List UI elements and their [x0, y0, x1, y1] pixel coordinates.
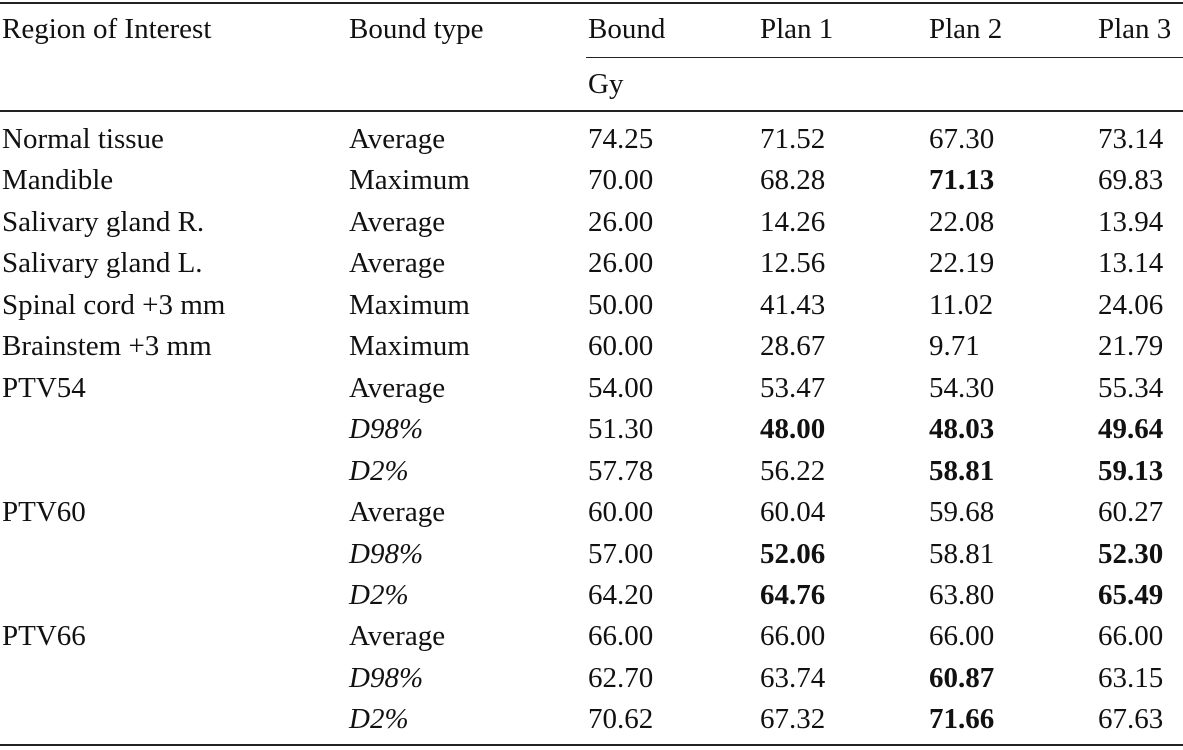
cell-plan-1: 52.06 [760, 538, 826, 570]
header-sub-rule [586, 57, 1183, 58]
cell-bound-type: Maximum [349, 330, 470, 362]
cell-region: PTV60 [2, 496, 86, 528]
cell-plan-2: 11.02 [929, 289, 994, 321]
cell-plan-1: 14.26 [760, 206, 826, 238]
cell-plan-1: 71.52 [760, 123, 826, 155]
cell-plan-2: 63.80 [929, 579, 995, 611]
cell-plan-3: 59.13 [1098, 455, 1164, 487]
cell-plan-3: 49.64 [1098, 413, 1164, 445]
cell-bound-type: D98% [349, 538, 424, 570]
cell-bound-type: Average [349, 496, 446, 528]
cell-plan-2: 48.03 [929, 413, 995, 445]
cell-plan-3: 24.06 [1098, 289, 1164, 321]
header-bound: Bound [588, 13, 666, 45]
cell-plan-3: 21.79 [1098, 330, 1164, 362]
cell-bound: 26.00 [588, 247, 654, 279]
cell-bound: 50.00 [588, 289, 654, 321]
cell-bound: 54.00 [588, 372, 654, 404]
cell-bound-type: Maximum [349, 289, 470, 321]
cell-plan-3: 66.00 [1098, 620, 1164, 652]
cell-bound: 74.25 [588, 123, 654, 155]
cell-plan-2: 54.30 [929, 372, 995, 404]
cell-plan-1: 66.00 [760, 620, 826, 652]
cell-bound-type: D2% [349, 703, 409, 735]
cell-plan-3: 52.30 [1098, 538, 1164, 570]
bottom-rule [0, 744, 1183, 746]
cell-bound-type: D98% [349, 662, 424, 694]
cell-region: Normal tissue [2, 123, 164, 155]
cell-plan-2: 22.08 [929, 206, 995, 238]
cell-plan-2: 60.87 [929, 662, 995, 694]
cell-bound-type: D2% [349, 579, 409, 611]
cell-plan-1: 41.43 [760, 289, 826, 321]
cell-bound: 60.00 [588, 330, 654, 362]
cell-plan-3: 69.83 [1098, 164, 1164, 196]
cell-bound-type: Average [349, 247, 446, 279]
cell-plan-1: 53.47 [760, 372, 826, 404]
cell-bound: 51.30 [588, 413, 654, 445]
cell-plan-3: 73.14 [1098, 123, 1164, 155]
cell-plan-3: 55.34 [1098, 372, 1164, 404]
cell-plan-2: 22.19 [929, 247, 995, 279]
cell-plan-2: 58.81 [929, 538, 995, 570]
cell-plan-3: 65.49 [1098, 579, 1164, 611]
cell-bound-type: D2% [349, 455, 409, 487]
header-plan-1: Plan 1 [760, 13, 834, 45]
cell-plan-2: 71.66 [929, 703, 995, 735]
cell-bound: 62.70 [588, 662, 654, 694]
header-unit: Gy [588, 68, 624, 100]
cell-plan-1: 63.74 [760, 662, 826, 694]
cell-plan-1: 56.22 [760, 455, 826, 487]
top-rule [0, 2, 1183, 4]
cell-bound-type: Average [349, 372, 446, 404]
header-plan-2: Plan 2 [929, 13, 1003, 45]
cell-bound-type: Maximum [349, 164, 470, 196]
cell-bound: 57.00 [588, 538, 654, 570]
header-rule [0, 110, 1183, 112]
cell-region: Salivary gland L. [2, 247, 203, 279]
cell-region: Salivary gland R. [2, 206, 205, 238]
header-region-of-interest: Region of Interest [2, 13, 212, 45]
cell-plan-2: 66.00 [929, 620, 995, 652]
cell-region: Mandible [2, 164, 114, 196]
cell-plan-1: 64.76 [760, 579, 826, 611]
cell-bound: 57.78 [588, 455, 654, 487]
cell-plan-2: 59.68 [929, 496, 995, 528]
cell-plan-3: 67.63 [1098, 703, 1164, 735]
cell-bound-type: D98% [349, 413, 424, 445]
cell-plan-3: 63.15 [1098, 662, 1164, 694]
cell-bound-type: Average [349, 206, 446, 238]
cell-region: PTV66 [2, 620, 86, 652]
cell-plan-1: 48.00 [760, 413, 826, 445]
cell-plan-2: 71.13 [929, 164, 995, 196]
cell-plan-3: 13.94 [1098, 206, 1164, 238]
cell-plan-1: 67.32 [760, 703, 826, 735]
cell-plan-3: 13.14 [1098, 247, 1164, 279]
cell-bound-type: Average [349, 620, 446, 652]
cell-plan-1: 28.67 [760, 330, 826, 362]
cell-plan-3: 60.27 [1098, 496, 1164, 528]
cell-bound: 60.00 [588, 496, 654, 528]
cell-bound: 70.00 [588, 164, 654, 196]
cell-plan-2: 67.30 [929, 123, 995, 155]
cell-plan-1: 12.56 [760, 247, 826, 279]
cell-bound: 26.00 [588, 206, 654, 238]
cell-plan-2: 9.71 [929, 330, 980, 362]
cell-bound: 70.62 [588, 703, 654, 735]
cell-bound-type: Average [349, 123, 446, 155]
cell-plan-2: 58.81 [929, 455, 995, 487]
cell-region: Spinal cord +3 mm [2, 289, 226, 321]
header-plan-3: Plan 3 [1098, 13, 1172, 45]
cell-plan-1: 60.04 [760, 496, 826, 528]
cell-region: PTV54 [2, 372, 86, 404]
cell-region: Brainstem +3 mm [2, 330, 212, 362]
cell-bound: 66.00 [588, 620, 654, 652]
cell-plan-1: 68.28 [760, 164, 826, 196]
cell-bound: 64.20 [588, 579, 654, 611]
header-bound-type: Bound type [349, 13, 484, 45]
